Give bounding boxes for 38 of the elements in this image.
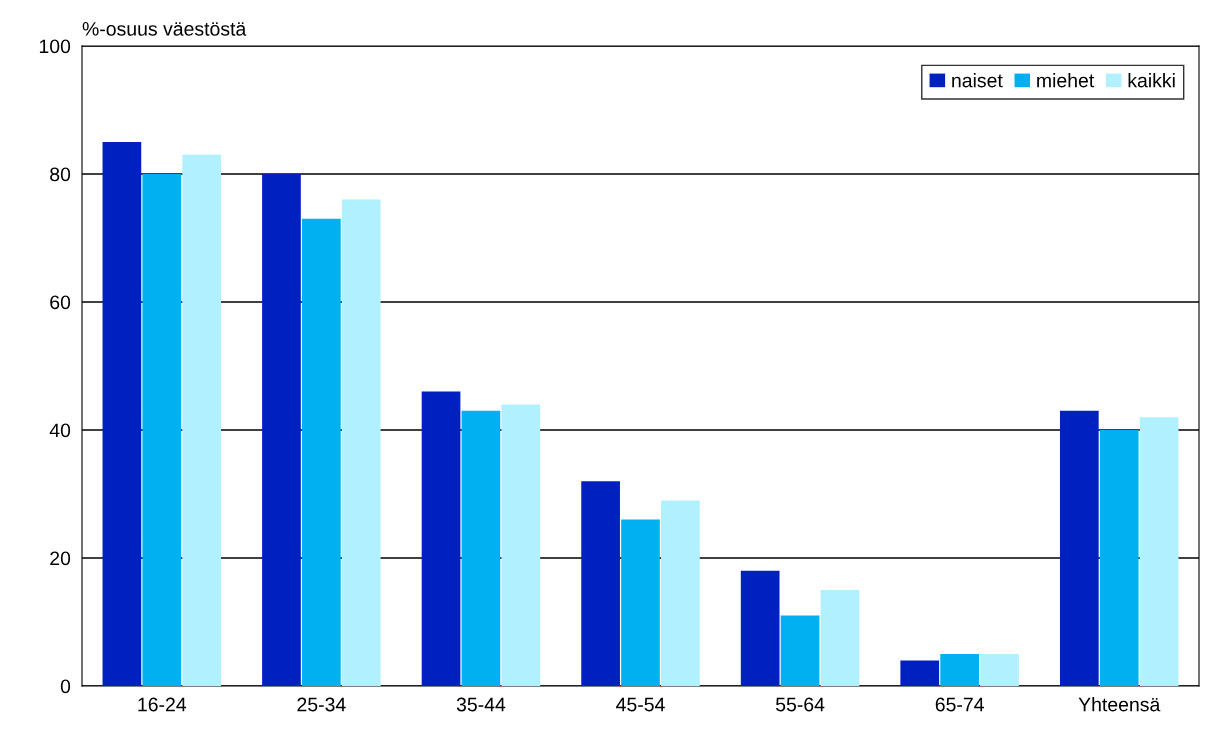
x-tick-label: 65-74 (935, 697, 984, 712)
y-tick-label: 0 (60, 679, 71, 694)
bar (1099, 430, 1139, 686)
bar (341, 199, 381, 686)
y-axis-title: %-osuus väestöstä (82, 22, 247, 36)
y-tick-label: 60 (50, 295, 71, 310)
bar (142, 174, 182, 686)
y-tick-label: 20 (50, 551, 71, 566)
bar (501, 404, 541, 686)
bar (980, 654, 1019, 686)
bar (900, 660, 940, 686)
x-tick-label: 45-54 (616, 697, 665, 712)
bar (182, 154, 222, 686)
bar (1139, 417, 1179, 686)
x-tick-label: 25-34 (297, 697, 346, 712)
x-tick-label: 35-44 (456, 697, 506, 712)
legend-label: naiset (952, 73, 1003, 88)
y-tick-label: 100 (39, 39, 71, 54)
bar (102, 142, 142, 686)
bar (461, 410, 501, 686)
bar (820, 590, 860, 686)
bar (581, 481, 620, 686)
y-tick-label: 80 (50, 167, 71, 182)
bar (421, 391, 461, 686)
legend-label: miehet (1037, 73, 1095, 88)
bar (621, 519, 660, 686)
bar (262, 174, 301, 686)
legend-label: kaikki (1128, 73, 1175, 88)
x-tick-label: 55-64 (775, 697, 825, 712)
bar (1059, 410, 1099, 686)
y-tick-label: 40 (49, 423, 71, 438)
x-tick-label: 16-24 (138, 697, 187, 712)
bar (780, 615, 820, 686)
x-tick-label: Yhteensä (1078, 697, 1161, 712)
bar (940, 654, 979, 686)
bar (661, 500, 700, 686)
bar (740, 570, 780, 686)
bar (302, 218, 341, 686)
